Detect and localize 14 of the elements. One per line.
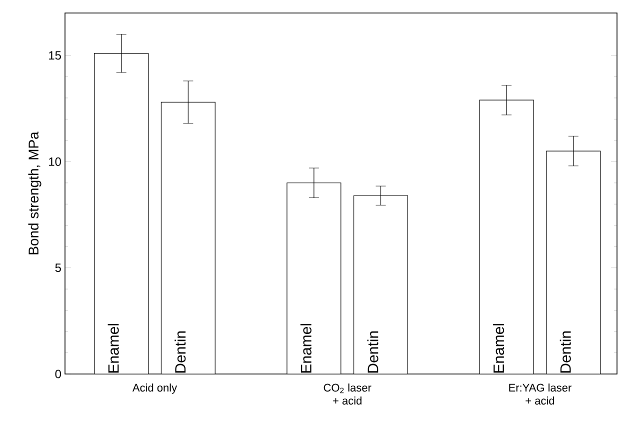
y-tick-label: 5 [55, 264, 61, 272]
text: Dentin [367, 331, 378, 373]
text: Enamel [493, 324, 504, 373]
x-tick-label: CO$_{2}$ laser + acid [324, 384, 372, 405]
x-tick-label: Acid only [132, 384, 178, 394]
series-label: Enamel [108, 324, 119, 373]
y-tick-label: 0 [55, 370, 62, 378]
text: Dentin [560, 331, 571, 373]
y-tick-label: 15 [49, 51, 61, 60]
y-axis-title: Bond strength, MPa [28, 132, 42, 254]
series-label: Dentin [174, 331, 186, 373]
text: Enamel [300, 324, 312, 373]
y-tick-label: 10 [49, 157, 62, 166]
x-tick-label: Er:YAG laser + acid [509, 384, 572, 405]
